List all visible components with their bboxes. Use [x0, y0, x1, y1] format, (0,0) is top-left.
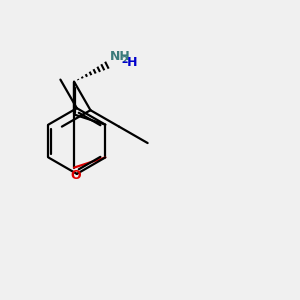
Text: 2: 2	[121, 56, 127, 65]
Text: NH: NH	[110, 50, 130, 63]
Text: –H: –H	[122, 56, 138, 69]
Text: O: O	[70, 169, 81, 182]
